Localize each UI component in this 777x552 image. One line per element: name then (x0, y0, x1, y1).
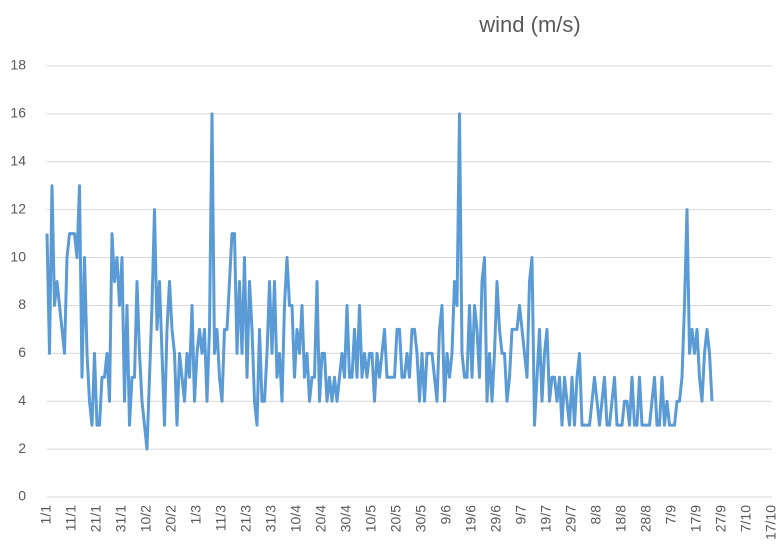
x-tick-label: 10/2 (138, 505, 154, 532)
x-tick-label: 20/2 (163, 505, 179, 532)
x-tick-label: 21/3 (238, 505, 254, 532)
x-tick-label: 18/8 (613, 505, 629, 532)
y-tick-label: 8 (18, 296, 26, 312)
y-tick-label: 12 (10, 200, 26, 216)
x-tick-label: 8/8 (588, 505, 604, 525)
y-tick-label: 16 (10, 105, 26, 121)
x-tick-label: 9/6 (438, 505, 454, 525)
y-tick-label: 10 (10, 248, 26, 264)
x-tick-label: 20/4 (313, 505, 329, 532)
y-tick-label: 0 (18, 488, 26, 504)
y-tick-label: 18 (10, 57, 26, 73)
x-tick-label: 30/4 (338, 505, 354, 532)
x-tick-label: 29/7 (563, 505, 579, 532)
x-tick-label: 11/1 (63, 505, 79, 531)
data-line (45, 112, 714, 451)
x-tick-label: 11/3 (213, 505, 229, 531)
x-tick-label: 7/9 (663, 505, 679, 525)
x-tick-label: 28/8 (638, 505, 654, 532)
x-tick-label: 30/5 (413, 505, 429, 532)
x-tick-label: 29/6 (488, 505, 504, 532)
x-tick-label: 31/1 (113, 505, 129, 532)
x-tick-label: 7/10 (738, 505, 754, 532)
x-tick-label: 21/1 (88, 505, 104, 532)
x-tick-label: 17/9 (688, 505, 704, 532)
y-tick-label: 6 (18, 344, 26, 360)
chart-title: wind (m/s) (478, 12, 580, 37)
y-tick-label: 14 (10, 152, 26, 168)
x-tick-label: 1/3 (188, 505, 204, 525)
x-tick-label: 19/7 (538, 505, 554, 532)
x-tick-label: 17/10 (763, 505, 777, 540)
x-tick-label: 9/7 (513, 505, 529, 525)
y-tick-label: 2 (18, 440, 26, 456)
x-tick-label: 19/6 (463, 505, 479, 532)
x-tick-label: 27/9 (713, 505, 729, 532)
x-tick-label: 10/5 (363, 505, 379, 532)
x-tick-label: 1/1 (38, 505, 54, 525)
x-tick-label: 20/5 (388, 505, 404, 532)
y-tick-label: 4 (18, 392, 26, 408)
x-tick-label: 10/4 (288, 505, 304, 532)
x-tick-label: 31/3 (263, 505, 279, 532)
